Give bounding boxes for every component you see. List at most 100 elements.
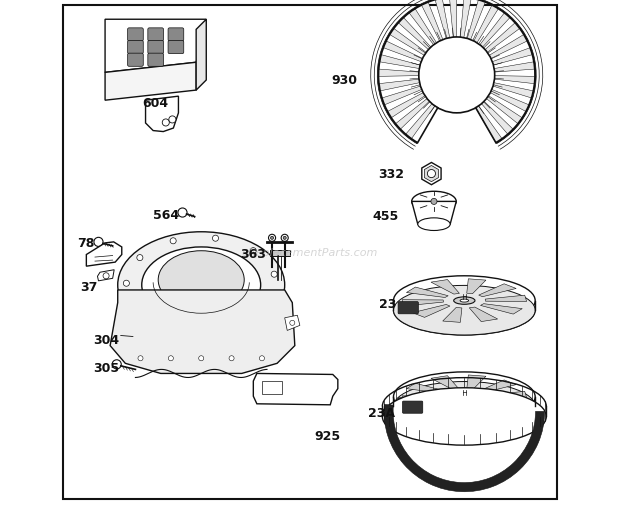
Polygon shape xyxy=(479,284,516,297)
Polygon shape xyxy=(402,300,443,307)
Text: 332: 332 xyxy=(378,168,404,181)
Circle shape xyxy=(431,199,437,205)
Circle shape xyxy=(281,235,288,242)
Polygon shape xyxy=(383,42,423,63)
Polygon shape xyxy=(402,396,443,402)
Polygon shape xyxy=(86,242,122,267)
FancyBboxPatch shape xyxy=(128,54,143,67)
Polygon shape xyxy=(492,48,533,66)
Polygon shape xyxy=(480,400,522,411)
Polygon shape xyxy=(412,305,450,318)
FancyBboxPatch shape xyxy=(148,41,164,55)
Circle shape xyxy=(283,237,286,240)
Ellipse shape xyxy=(454,297,475,305)
Polygon shape xyxy=(431,280,459,294)
Circle shape xyxy=(418,38,495,114)
Circle shape xyxy=(166,325,171,331)
Text: eReplacementParts.com: eReplacementParts.com xyxy=(242,247,378,258)
Circle shape xyxy=(290,321,295,326)
Polygon shape xyxy=(485,24,520,53)
Circle shape xyxy=(112,360,122,369)
Polygon shape xyxy=(495,76,535,84)
Circle shape xyxy=(271,272,277,278)
Polygon shape xyxy=(431,376,459,390)
Polygon shape xyxy=(467,1,485,40)
Polygon shape xyxy=(409,10,436,45)
Polygon shape xyxy=(388,93,425,119)
Polygon shape xyxy=(482,102,513,135)
Ellipse shape xyxy=(460,395,469,398)
Polygon shape xyxy=(443,404,462,419)
Circle shape xyxy=(213,236,218,242)
FancyBboxPatch shape xyxy=(402,401,423,414)
Circle shape xyxy=(268,235,276,242)
Circle shape xyxy=(270,237,273,240)
Text: 925: 925 xyxy=(314,429,341,442)
Polygon shape xyxy=(443,308,462,323)
Ellipse shape xyxy=(418,219,450,231)
Circle shape xyxy=(138,356,143,361)
Polygon shape xyxy=(479,380,516,393)
Text: 23: 23 xyxy=(379,297,397,311)
Polygon shape xyxy=(460,0,471,38)
Circle shape xyxy=(207,329,213,335)
Polygon shape xyxy=(467,279,486,294)
Circle shape xyxy=(134,307,140,313)
Polygon shape xyxy=(110,290,295,374)
Circle shape xyxy=(94,238,103,247)
Polygon shape xyxy=(487,96,523,125)
Polygon shape xyxy=(476,107,502,143)
Text: 37: 37 xyxy=(80,280,97,293)
Polygon shape xyxy=(406,383,448,394)
FancyBboxPatch shape xyxy=(398,302,419,314)
Ellipse shape xyxy=(158,251,244,309)
FancyBboxPatch shape xyxy=(168,41,184,55)
Text: 930: 930 xyxy=(332,74,357,87)
Polygon shape xyxy=(254,374,338,405)
Polygon shape xyxy=(469,308,498,322)
Circle shape xyxy=(259,356,265,361)
Text: 604: 604 xyxy=(143,97,169,110)
FancyBboxPatch shape xyxy=(148,29,164,42)
Circle shape xyxy=(137,255,143,261)
Polygon shape xyxy=(97,270,114,281)
Circle shape xyxy=(103,273,109,279)
Polygon shape xyxy=(398,18,431,50)
FancyBboxPatch shape xyxy=(398,398,419,410)
Circle shape xyxy=(268,298,275,305)
Text: 23A: 23A xyxy=(368,407,395,420)
Circle shape xyxy=(162,120,169,127)
Polygon shape xyxy=(405,105,435,139)
Text: 304: 304 xyxy=(94,333,120,346)
Polygon shape xyxy=(396,99,430,130)
Polygon shape xyxy=(425,166,438,182)
Circle shape xyxy=(246,319,252,325)
Ellipse shape xyxy=(383,388,546,445)
Polygon shape xyxy=(485,295,526,302)
Bar xyxy=(270,250,290,257)
Circle shape xyxy=(198,356,204,361)
Polygon shape xyxy=(378,70,419,77)
Polygon shape xyxy=(379,56,420,69)
Polygon shape xyxy=(422,3,443,42)
Circle shape xyxy=(250,248,256,254)
Polygon shape xyxy=(467,375,486,390)
Polygon shape xyxy=(379,80,420,92)
Circle shape xyxy=(123,281,130,287)
Bar xyxy=(262,381,282,394)
Text: 564: 564 xyxy=(153,208,179,221)
Polygon shape xyxy=(422,163,441,185)
Circle shape xyxy=(169,117,176,124)
Circle shape xyxy=(170,238,176,244)
Ellipse shape xyxy=(394,276,535,326)
FancyBboxPatch shape xyxy=(128,29,143,42)
Text: 78: 78 xyxy=(77,237,94,250)
Polygon shape xyxy=(450,0,457,38)
Text: 305: 305 xyxy=(94,361,120,374)
Ellipse shape xyxy=(412,192,456,212)
Circle shape xyxy=(229,356,234,361)
Ellipse shape xyxy=(460,299,469,302)
Polygon shape xyxy=(389,29,426,56)
Circle shape xyxy=(168,356,174,361)
Ellipse shape xyxy=(394,382,535,431)
